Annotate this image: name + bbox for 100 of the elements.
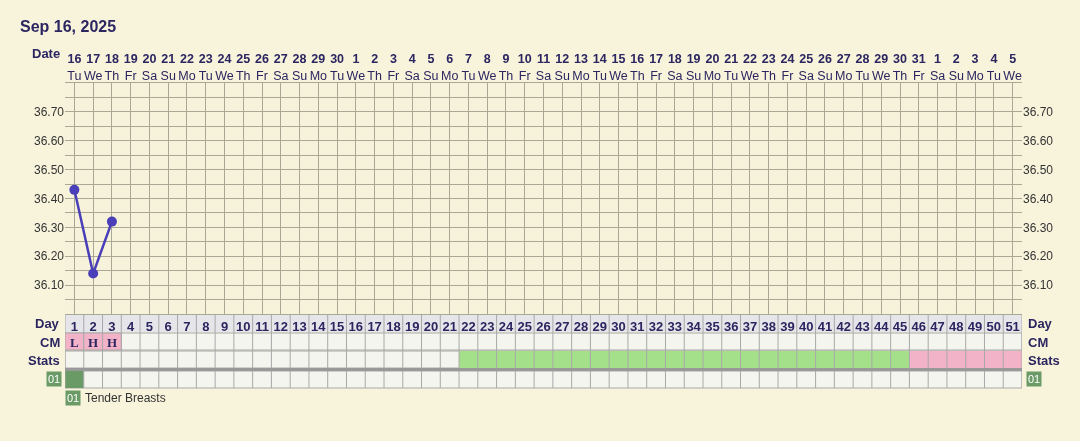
x-tick-label: 18 bbox=[386, 318, 401, 334]
x2-tick-label: 30 Th bbox=[892, 52, 908, 83]
y-tick-label: 36.30 bbox=[33, 220, 65, 235]
x-tick-label: 34 bbox=[686, 318, 702, 334]
x-tick-label: 22 bbox=[461, 318, 476, 334]
chart-title: Sep 16, 2025 bbox=[20, 17, 117, 35]
text: L bbox=[70, 335, 79, 350]
y-tick-label: 36.10 bbox=[33, 278, 65, 293]
x-tick-label: 13 bbox=[292, 318, 307, 334]
point bbox=[88, 268, 99, 279]
x-tick-label: 36 bbox=[723, 318, 739, 334]
x-tick-label: 37 bbox=[742, 318, 758, 334]
x-tick-label: 4 bbox=[127, 318, 136, 334]
x2-tick-label: 22 Mo bbox=[178, 52, 196, 83]
x2-tick-label: 23 Th bbox=[761, 52, 777, 83]
x2-tick-label: 22 We bbox=[740, 52, 760, 83]
x-tick-label: 38 bbox=[761, 318, 776, 334]
text: Tender Breasts bbox=[85, 391, 166, 405]
x2-tick-label: 21 Tu bbox=[724, 52, 739, 83]
x-tick-label: 40 bbox=[798, 318, 814, 334]
y-tick-label: 36.20 bbox=[33, 249, 65, 264]
x2-tick-label: 29 Mo bbox=[309, 52, 328, 83]
y-tick-label: 36.60 bbox=[33, 133, 65, 148]
y2-tick-label: 36.60 bbox=[1023, 133, 1054, 148]
x-tick-label: 11 bbox=[255, 318, 269, 334]
x2-tick-label: 20 Mo bbox=[703, 52, 722, 83]
x2-tick-label: 5 We bbox=[1003, 52, 1022, 83]
x-tick-label: 46 bbox=[911, 318, 927, 334]
x2-axis-title: Date bbox=[32, 46, 61, 61]
x-tick-label: 39 bbox=[780, 318, 795, 334]
x2-tick-label: 7 Tu bbox=[461, 52, 476, 83]
x2-tick-label: 8 We bbox=[477, 52, 497, 83]
x2-tick-label: 27 Sa bbox=[273, 52, 289, 83]
x2-tick-label: 23 Tu bbox=[198, 52, 213, 83]
x-tick-label: 47 bbox=[930, 318, 945, 334]
x-tick-label: 41 bbox=[817, 318, 833, 334]
text: H bbox=[107, 335, 118, 350]
x2-tick-label: 25 Sa bbox=[798, 52, 814, 83]
x2-tick-label: 24 We bbox=[215, 52, 234, 83]
x-tick-label: 35 bbox=[705, 318, 720, 334]
y-tick-label: 36.70 bbox=[33, 105, 65, 120]
x-tick-label: 32 bbox=[648, 318, 664, 334]
x2-tick-label: 4 Sa bbox=[404, 52, 420, 83]
text: Stats bbox=[28, 353, 60, 368]
x-tick-label: 15 bbox=[329, 318, 345, 334]
y2-tick-label: 36.50 bbox=[1023, 162, 1054, 177]
x2-tick-label: 21 Su bbox=[160, 52, 176, 83]
x-tick-label: 49 bbox=[967, 318, 983, 334]
x2-tick-label: 2 Th bbox=[367, 52, 382, 83]
text: CM bbox=[40, 335, 61, 350]
text: H bbox=[88, 335, 99, 350]
x-tick-label: 20 bbox=[423, 318, 439, 334]
x-tick-label: 17 bbox=[367, 318, 382, 334]
y2-tick-label: 36.20 bbox=[1023, 249, 1054, 264]
x-tick-label: 25 bbox=[517, 318, 532, 334]
x2-tick-label: 5 Su bbox=[423, 52, 439, 83]
text: CM bbox=[1028, 335, 1049, 350]
y2-tick-label: 36.40 bbox=[1023, 191, 1054, 206]
x2-tick-label: 3 Mo bbox=[966, 52, 984, 83]
point bbox=[106, 216, 117, 227]
x-tick-label: 9 bbox=[220, 318, 229, 334]
x-tick-label: 30 bbox=[611, 318, 626, 334]
x2-tick-label: 16 Tu bbox=[67, 52, 82, 83]
x-tick-label: 33 bbox=[667, 318, 683, 334]
y2-tick-label: 36.30 bbox=[1023, 220, 1054, 235]
x-tick-label: 7 bbox=[183, 318, 191, 334]
x2-tick-label: 1 Sa bbox=[929, 52, 946, 83]
y2-tick-label: 36.10 bbox=[1023, 278, 1054, 293]
text: Stats bbox=[1028, 353, 1060, 368]
x-tick-label: 43 bbox=[855, 318, 870, 334]
x2-tick-label: 11 Sa bbox=[535, 52, 552, 83]
x2-tick-label: 10 Fr bbox=[517, 52, 532, 83]
x-tick-label: 51 bbox=[1005, 318, 1020, 334]
x-tick-label: 27 bbox=[555, 318, 570, 334]
x2-tick-label: 27 Mo bbox=[835, 52, 853, 83]
x-tick-label: 8 bbox=[202, 318, 210, 334]
x2-tick-label: 17 We bbox=[83, 52, 103, 83]
x-tick-label: 42 bbox=[836, 318, 851, 334]
x2-tick-label: 18 Sa bbox=[667, 52, 683, 83]
x-tick-label: 5 bbox=[145, 318, 154, 334]
x-tick-label: 12 bbox=[273, 318, 289, 334]
x-tick-label: 23 bbox=[479, 318, 495, 334]
x2-tick-label: 25 Th bbox=[235, 52, 251, 83]
text: 01 bbox=[1028, 373, 1041, 385]
x2-tick-label: 6 Mo bbox=[440, 52, 459, 83]
x2-tick-label: 13 Mo bbox=[572, 52, 590, 83]
x-tick-label: 21 bbox=[442, 318, 457, 334]
x2-tick-label: 28 Tu bbox=[855, 52, 870, 83]
x2-tick-label: 17 Fr bbox=[649, 52, 664, 83]
x2-tick-label: 14 Tu bbox=[592, 52, 607, 83]
x2-tick-label: 18 Th bbox=[104, 52, 120, 83]
x-tick-label: 24 bbox=[498, 318, 514, 334]
x2-tick-label: 30 Tu bbox=[330, 52, 345, 83]
x2-tick-label: 9 Th bbox=[498, 52, 514, 83]
x-tick-label: 44 bbox=[874, 318, 890, 334]
x-tick-label: 31 bbox=[630, 318, 645, 334]
x2-tick-label: 19 Su bbox=[685, 52, 702, 83]
x2-tick-label: 4 Tu bbox=[986, 52, 1001, 83]
x-tick-label: 28 bbox=[573, 318, 589, 334]
point bbox=[69, 184, 80, 195]
